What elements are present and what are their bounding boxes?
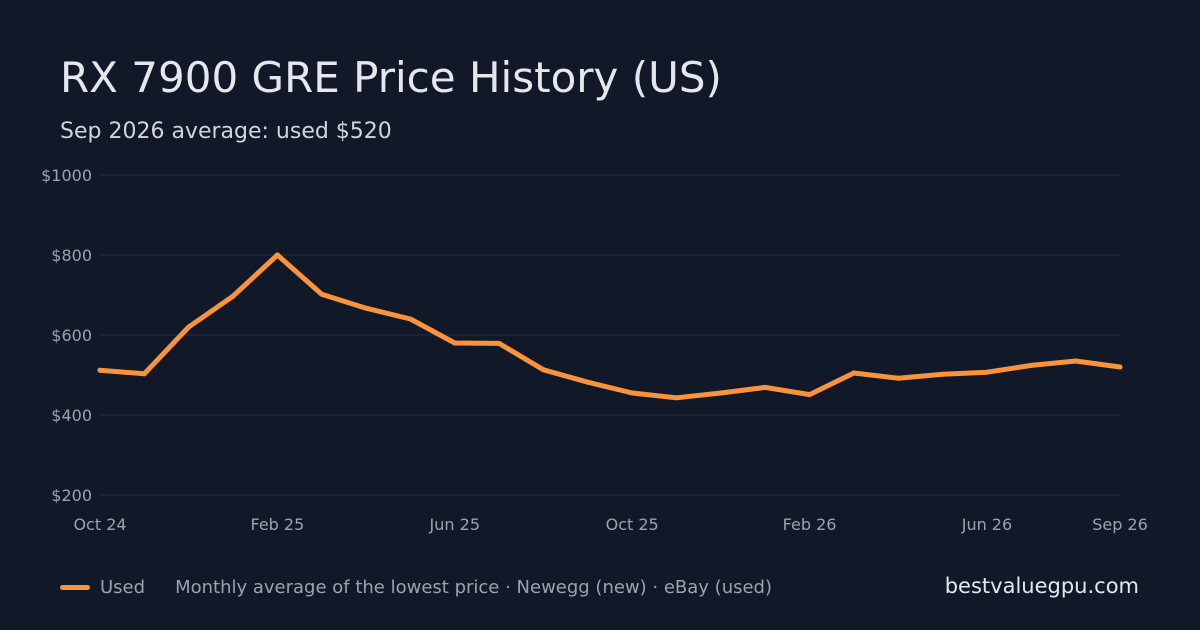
- data-point: [851, 370, 857, 376]
- legend-swatch-used: [60, 584, 90, 590]
- x-tick-label: Feb 25: [251, 515, 305, 534]
- data-point: [1028, 362, 1034, 368]
- y-tick-label: $200: [51, 486, 92, 505]
- data-point: [141, 371, 147, 377]
- y-tick-label: $800: [51, 246, 92, 265]
- legend: Used Monthly average of the lowest price…: [60, 573, 772, 601]
- data-point: [363, 305, 369, 311]
- data-point: [1117, 364, 1123, 370]
- data-point: [452, 340, 458, 346]
- data-point: [940, 371, 946, 377]
- series-line-used: [97, 252, 1123, 401]
- data-point: [984, 369, 990, 375]
- data-point: [230, 293, 236, 299]
- data-point: [674, 395, 680, 401]
- data-point: [319, 291, 325, 297]
- data-point: [718, 390, 724, 396]
- x-tick-label: Feb 26: [783, 515, 837, 534]
- brand-name: bestvaluegpu.com: [944, 574, 1139, 598]
- data-point: [807, 392, 813, 398]
- y-tick-label: $1000: [41, 166, 92, 185]
- data-point: [186, 324, 192, 330]
- x-tick-label: Jun 25: [429, 515, 480, 534]
- page-subtitle: Sep 2026 average: used $520: [60, 119, 392, 144]
- data-point: [407, 316, 413, 322]
- x-tick-label: Oct 24: [73, 515, 126, 534]
- data-point: [762, 384, 768, 390]
- y-tick-label: $400: [51, 406, 92, 425]
- source-note: Monthly average of the lowest price · Ne…: [175, 576, 773, 598]
- data-point: [1073, 358, 1079, 364]
- x-tick-label: Jun 26: [961, 515, 1012, 534]
- legend-label-used: Used: [100, 576, 146, 598]
- data-point: [585, 379, 591, 385]
- data-point: [97, 367, 103, 373]
- data-point: [629, 390, 635, 396]
- x-tick-label: Sep 26: [1092, 515, 1148, 534]
- y-tick-label: $600: [51, 326, 92, 345]
- data-point: [496, 340, 502, 346]
- data-point: [895, 375, 901, 381]
- page-title: RX 7900 GRE Price History (US): [60, 53, 722, 102]
- data-point: [540, 367, 546, 373]
- data-point: [274, 252, 280, 258]
- x-tick-label: Oct 25: [606, 515, 659, 534]
